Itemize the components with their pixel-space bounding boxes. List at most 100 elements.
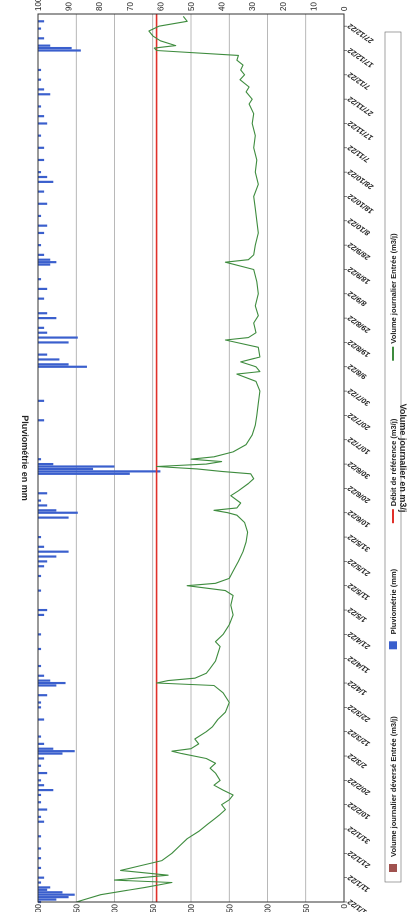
date-tick-label: 21/4/22: [345, 629, 372, 652]
rainfall-bar: [38, 835, 42, 838]
rainfall-bar: [38, 764, 42, 767]
rainfall-bar: [38, 224, 48, 227]
date-tick-label: 30/6/22: [345, 459, 371, 481]
right-axis-tick-label: 60: [156, 2, 165, 11]
rainfall-bar: [38, 37, 45, 40]
date-tick-label: 27/12/22: [345, 21, 376, 46]
rainfall-bar: [38, 820, 45, 823]
rainfall-bar: [38, 893, 75, 896]
date-tick-label: 28/10/22: [345, 167, 376, 192]
rainfall-bar: [38, 679, 51, 682]
rainfall-bar: [38, 881, 42, 884]
rainfall-bar: [38, 93, 51, 96]
date-tick-label: 10/7/22: [345, 435, 371, 457]
date-tick-label: 11/4/22: [345, 654, 371, 676]
date-tick-label: 21/5/22: [345, 556, 372, 579]
rainfall-bar: [38, 555, 57, 558]
rainfall-bar: [38, 353, 48, 356]
left-axis-ticks: 0 50 100 150 200 250 300 350 400: [34, 903, 349, 912]
rainfall-bar: [38, 735, 42, 738]
right-axis-tick-label: 80: [95, 2, 104, 11]
rainfall-bar: [38, 78, 42, 81]
left-axis-title: Volume journalier en m3/j: [398, 404, 408, 513]
legend: Volume journalier déversé Entrée (m3/j) P…: [384, 31, 402, 883]
rainfall-bar: [38, 258, 51, 261]
rainfall-bar: [38, 287, 48, 291]
date-tick-label: 7/12/22: [345, 70, 371, 92]
rainfall-bar: [38, 263, 51, 266]
date-tick-label: 30/7/22: [345, 386, 371, 408]
rainfall-bar: [38, 888, 48, 891]
left-axis-tick-label: 200: [187, 903, 196, 912]
rainfall-bar: [38, 815, 42, 818]
rainfall-bar: [38, 808, 48, 811]
left-axis-tick-label: 400: [34, 903, 43, 912]
rainfall-bar: [38, 175, 48, 179]
plot-border: [37, 13, 345, 903]
rainfall-bar: [38, 458, 42, 461]
rainfall-bar: [38, 742, 45, 745]
legend-label: Pluviométrie (mm): [389, 568, 398, 634]
rainfall-bar: [38, 608, 48, 612]
right-axis-tick-label: 100: [34, 0, 43, 11]
rainfall-bar: [38, 171, 42, 174]
rainfall-bar: [38, 336, 78, 339]
rainfall-bar: [38, 180, 54, 183]
date-tick-label: 31/1/22: [345, 824, 371, 846]
rainfall-bar: [38, 550, 69, 553]
rainfall-bar: [38, 898, 57, 901]
right-axis-tick-label: 40: [218, 2, 227, 11]
left-axis-tick-label: 0: [340, 903, 349, 908]
rainfall-bar: [38, 44, 51, 47]
right-axis-tick-label: 50: [187, 2, 196, 11]
right-axis-tick-label: 20: [279, 2, 288, 11]
date-tick-label: 10/2/22: [345, 800, 371, 822]
left-axis-tick-label: 50: [302, 903, 311, 912]
date-tick-label: 22/3/22: [345, 702, 372, 725]
date-tick-label: 27/11/22: [345, 94, 375, 119]
date-tick-label: 8/9/22: [345, 289, 368, 309]
legend-label: Volume journalier déversé Entrée (m3/j): [389, 716, 398, 857]
date-axis-ticks: 1/1/22 11/1/2221/1/2231/1/2210/2/2220/2/2…: [344, 21, 376, 912]
rainfall-bar: [38, 326, 45, 329]
rainfall-bar: [38, 574, 42, 578]
rainfall-bar: [38, 231, 45, 235]
rainfall-bar: [38, 647, 42, 651]
rainfall-bar: [38, 565, 45, 568]
date-tick-label: 12/3/22: [345, 727, 371, 749]
rainfall-bar: [38, 779, 42, 782]
right-axis-tick-label: 70: [126, 2, 135, 11]
rainfall-bar: [38, 613, 45, 617]
left-axis-tick-label: 250: [149, 903, 158, 912]
rainfall-bar: [38, 492, 48, 495]
rainfall-bar: [38, 706, 42, 709]
rainfall-bar: [38, 278, 42, 281]
rainfall-bar: [38, 499, 42, 502]
rainfall-bar: [38, 261, 57, 264]
date-tick-label: 2/3/22: [345, 751, 369, 771]
rainfall-bar: [38, 757, 45, 760]
date-tick-label: 1/1/22: [345, 897, 368, 912]
rotated-chart-group: 0 50 100 150 200 250 300 350 400 0 10 20 30 40 50 60 70…: [20, 0, 408, 912]
rainfall-bar: [38, 876, 45, 879]
legend-label: Volume journalier Entrée (m3/j): [389, 233, 398, 344]
rainfall-bar: [38, 664, 42, 668]
legend-box: [384, 31, 402, 883]
rainfall-bar: [38, 788, 54, 792]
date-tick-label: 1/5/22: [345, 605, 368, 625]
date-tick-label: 31/5/22: [345, 532, 371, 554]
rainfall-bar: [38, 545, 45, 548]
rainfall-bar: [38, 718, 45, 721]
rainfall-bar: [38, 312, 48, 315]
rainfall-bar: [38, 462, 54, 466]
rainfall-bar: [38, 297, 45, 300]
rainfall-bar: [38, 589, 42, 592]
rainfall-bar: [38, 793, 42, 797]
legend-label: Débit de référence (m3/j): [389, 418, 398, 506]
rainfall-bar: [38, 674, 45, 677]
grid-layer: [37, 14, 345, 902]
rainfall-bar: [38, 694, 48, 697]
rainfall-bar: [38, 866, 42, 870]
